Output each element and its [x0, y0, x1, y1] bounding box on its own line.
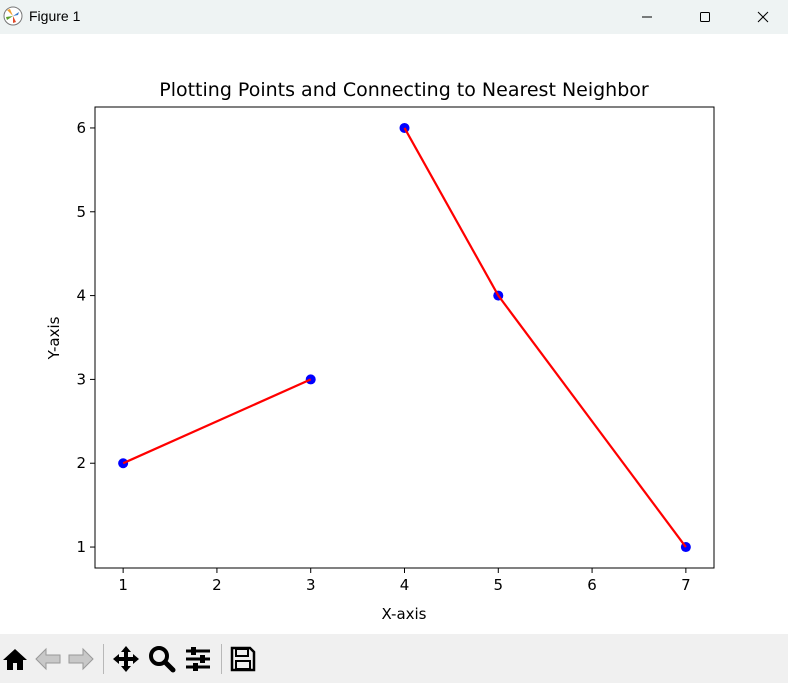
minimize-icon — [642, 16, 652, 18]
y-tick-label: 4 — [76, 287, 86, 305]
home-icon — [3, 649, 27, 670]
figure-canvas[interactable]: Plotting Points and Connecting to Neares… — [0, 34, 788, 634]
back-arrow-icon — [35, 647, 61, 671]
zoom-icon — [149, 646, 176, 673]
save-icon — [230, 646, 256, 672]
toolbar-separator — [221, 644, 222, 674]
matplotlib-logo-icon — [3, 6, 23, 26]
x-tick-label: 7 — [681, 576, 691, 594]
navigation-toolbar — [0, 634, 788, 683]
back-button[interactable] — [33, 644, 63, 674]
chart-title: Plotting Points and Connecting to Neares… — [159, 79, 649, 101]
nearest-neighbor-line — [403, 127, 500, 297]
toolbar-separator — [103, 644, 104, 674]
forward-button[interactable] — [66, 644, 96, 674]
y-axis-label: Y-axis — [45, 316, 63, 360]
maximize-icon — [700, 12, 710, 22]
plot-frame — [94, 106, 715, 569]
chart: Plotting Points and Connecting to Neares… — [45, 79, 715, 623]
x-tick-label: 1 — [118, 576, 128, 594]
x-tick-label: 5 — [494, 576, 504, 594]
nearest-neighbor-line — [497, 294, 687, 548]
data-point — [118, 458, 129, 469]
minimize-button[interactable] — [618, 0, 676, 34]
y-tick-label: 1 — [76, 538, 86, 556]
window-titlebar: Figure 1 — [0, 0, 788, 34]
close-button[interactable] — [734, 0, 788, 34]
y-tick-label: 6 — [76, 119, 86, 137]
window-title: Figure 1 — [29, 8, 81, 24]
close-icon — [757, 11, 769, 23]
pan-button[interactable] — [111, 644, 141, 674]
configure-subplots-button[interactable] — [183, 644, 213, 674]
forward-arrow-icon — [68, 647, 94, 671]
x-tick-label: 6 — [587, 576, 597, 594]
y-tick-label: 2 — [76, 454, 86, 472]
save-button[interactable] — [228, 644, 258, 674]
x-tick-label: 2 — [212, 576, 222, 594]
zoom-button[interactable] — [147, 644, 177, 674]
x-tick-label: 3 — [306, 576, 316, 594]
maximize-button[interactable] — [676, 0, 734, 34]
y-tick-label: 5 — [76, 203, 86, 221]
home-button[interactable] — [0, 644, 30, 674]
configure-subplots-icon — [186, 647, 210, 671]
x-tick-label: 4 — [400, 576, 410, 594]
y-tick-label: 3 — [76, 370, 86, 388]
nearest-neighbor-line — [122, 378, 312, 465]
x-axis-label: X-axis — [382, 605, 427, 623]
pan-icon — [113, 646, 139, 672]
